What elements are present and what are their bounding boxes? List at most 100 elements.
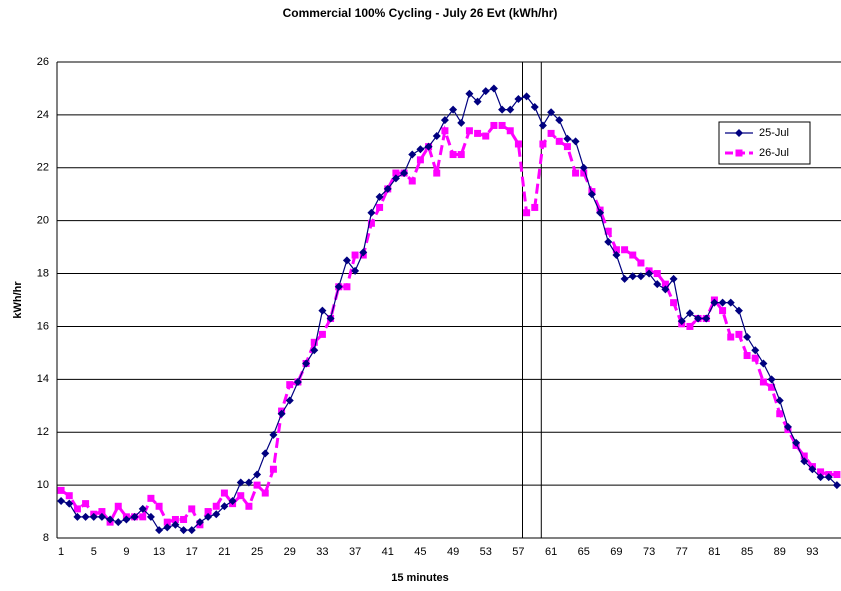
data-point xyxy=(751,346,760,355)
data-point xyxy=(65,492,73,500)
data-point xyxy=(792,438,801,447)
data-point xyxy=(342,256,351,265)
x-tick-label: 9 xyxy=(123,546,129,558)
chart-title: Commercial 100% Cycling - July 26 Evt (k… xyxy=(283,6,558,20)
data-point xyxy=(359,248,368,257)
data-point xyxy=(702,314,711,323)
series-line xyxy=(60,123,837,528)
data-point xyxy=(670,299,678,307)
data-point xyxy=(783,422,792,431)
data-point xyxy=(661,280,669,288)
data-point xyxy=(441,127,449,135)
data-point xyxy=(669,274,678,283)
data-point xyxy=(261,449,270,458)
data-point xyxy=(82,500,90,508)
data-point xyxy=(718,298,727,307)
data-point xyxy=(122,515,131,524)
data-point xyxy=(73,512,82,521)
data-point xyxy=(155,502,163,510)
data-point xyxy=(163,523,172,532)
data-point xyxy=(408,177,416,185)
data-point xyxy=(661,285,670,294)
data-point xyxy=(604,237,613,246)
data-point xyxy=(759,378,767,386)
data-point xyxy=(555,116,564,125)
data-point xyxy=(391,174,400,183)
x-tick-label: 13 xyxy=(153,546,165,558)
data-point xyxy=(653,280,662,289)
x-tick-label: 53 xyxy=(480,546,492,558)
data-point xyxy=(498,121,506,129)
legend-label: 26-Jul xyxy=(759,147,789,159)
data-point xyxy=(522,92,531,101)
data-point xyxy=(800,452,808,460)
data-point xyxy=(139,513,147,521)
data-point xyxy=(572,169,580,177)
data-point xyxy=(89,512,98,521)
data-point xyxy=(269,465,277,473)
data-point xyxy=(727,333,735,341)
data-point xyxy=(212,510,221,519)
data-point xyxy=(400,169,409,178)
data-point xyxy=(376,203,384,211)
x-tick-label: 33 xyxy=(316,546,328,558)
data-point xyxy=(776,410,784,418)
x-tick-label: 5 xyxy=(91,546,97,558)
y-tick-label: 12 xyxy=(37,426,49,438)
data-point xyxy=(694,314,703,323)
x-tick-label: 17 xyxy=(186,546,198,558)
legend-swatch-marker xyxy=(735,129,743,137)
x-tick-label: 21 xyxy=(218,546,230,558)
data-point xyxy=(245,502,253,510)
data-point xyxy=(187,526,196,535)
x-tick-label: 69 xyxy=(610,546,622,558)
x-tick-label: 89 xyxy=(774,546,786,558)
x-tick-label: 93 xyxy=(806,546,818,558)
data-point xyxy=(383,184,392,193)
data-point xyxy=(318,306,327,315)
data-point xyxy=(195,518,204,527)
data-point xyxy=(57,496,66,505)
data-point xyxy=(612,251,621,260)
y-tick-label: 16 xyxy=(37,320,49,332)
data-point xyxy=(163,518,171,526)
data-point xyxy=(286,381,294,389)
data-point xyxy=(506,127,514,135)
data-point xyxy=(261,489,269,497)
data-point xyxy=(416,156,424,164)
data-point xyxy=(531,203,539,211)
data-point xyxy=(179,526,188,535)
x-tick-label: 77 xyxy=(676,546,688,558)
data-point xyxy=(473,97,482,106)
data-point xyxy=(563,134,572,143)
x-tick-label: 57 xyxy=(512,546,524,558)
data-point xyxy=(571,137,580,146)
data-point xyxy=(433,169,441,177)
data-point xyxy=(310,346,319,355)
data-point xyxy=(457,118,466,127)
data-point xyxy=(220,489,228,497)
data-point xyxy=(580,169,588,177)
data-point xyxy=(220,502,229,511)
data-point xyxy=(832,481,841,490)
data-point xyxy=(236,478,245,487)
x-tick-label: 61 xyxy=(545,546,557,558)
data-point xyxy=(57,486,65,494)
data-point xyxy=(685,309,694,318)
data-point xyxy=(726,298,735,307)
data-point xyxy=(188,505,196,513)
x-tick-label: 25 xyxy=(251,546,263,558)
data-point xyxy=(146,512,155,521)
data-point xyxy=(97,512,106,521)
data-point xyxy=(138,504,147,513)
data-point xyxy=(743,352,751,360)
legend-box xyxy=(718,121,811,165)
x-tick-label: 41 xyxy=(382,546,394,558)
data-point xyxy=(751,354,759,362)
data-point xyxy=(653,270,661,278)
y-tick-label: 8 xyxy=(43,532,49,544)
x-tick-label: 1 xyxy=(58,546,64,558)
data-point xyxy=(424,142,433,151)
data-point xyxy=(481,87,490,96)
